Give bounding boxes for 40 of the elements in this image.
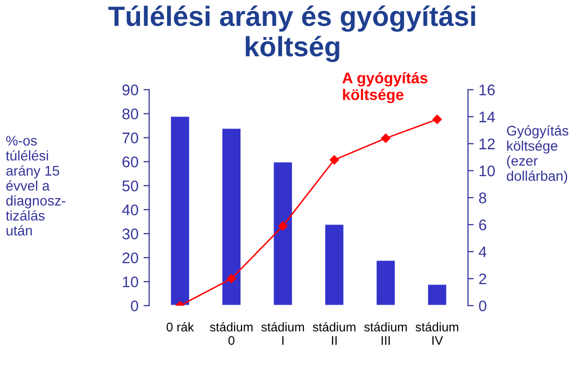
bar: [272, 160, 294, 306]
y-tick-label: 30: [122, 228, 138, 240]
y2-tick-label: 16: [480, 84, 495, 96]
chart-title: Túlélési arány és gyógyítási költség: [108, 5, 476, 62]
bar: [220, 127, 242, 306]
x-tick-label: stádium III: [364, 322, 407, 345]
y-axis-title: %-os túlélési arány 15 évvel a diagnosz- tizálás után: [6, 136, 66, 236]
point: [381, 134, 390, 143]
y2-tick-label: 4: [478, 246, 486, 258]
bar: [170, 115, 190, 306]
bar: [324, 223, 345, 306]
point: [432, 114, 442, 124]
y-tick-label: 40: [122, 204, 138, 216]
y-tick-label: 20: [122, 252, 138, 264]
bar: [375, 259, 396, 306]
y2-tick-label: 6: [479, 220, 486, 230]
y-tick-label: 60: [122, 156, 138, 168]
point: [330, 155, 339, 164]
point: [226, 274, 236, 284]
x-tick-label: stádium IV: [416, 322, 458, 345]
y2-tick-label: 2: [479, 273, 486, 284]
series-label: A gyógyítás költsége: [342, 72, 428, 104]
y2-tick-label: 10: [480, 166, 495, 176]
y2-tick-label: 0: [479, 300, 486, 312]
x-tick-label: 0 rák: [166, 322, 194, 332]
x-tick-label: stádium II: [312, 322, 356, 345]
x-tick-label: stádium 0: [210, 322, 253, 345]
y-tick-label: 80: [122, 108, 138, 120]
y-tick-label: 70: [122, 132, 138, 144]
x-tick-label: stádium I: [261, 322, 304, 345]
y2-tick-label: 8: [479, 192, 486, 204]
y-tick-label: 90: [122, 84, 138, 96]
y2-tick-label: 14: [480, 112, 495, 122]
y-tick-label: 50: [122, 180, 138, 192]
y2-tick-label: 12: [480, 138, 495, 150]
y-tick-label: 0: [130, 300, 138, 312]
bar: [426, 283, 448, 306]
y2-axis-title: Gyógyítás költsége (ezer dollárban): [506, 125, 568, 184]
y-tick-label: 10: [122, 276, 138, 288]
point: [278, 221, 288, 231]
